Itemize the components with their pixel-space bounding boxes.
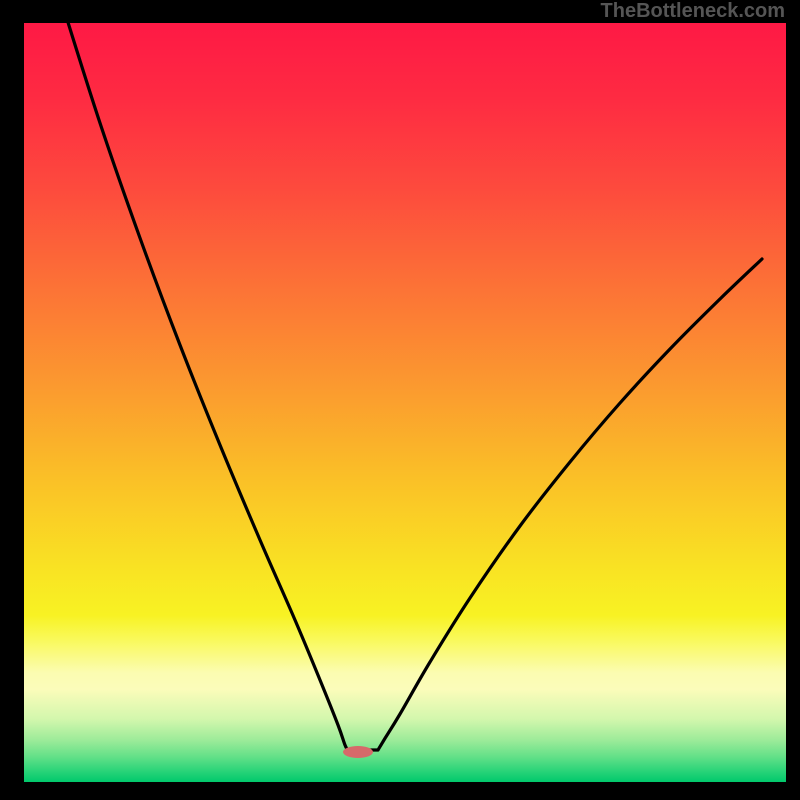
frame-right [786,0,800,800]
frame-bottom [0,782,800,800]
watermark-text: TheBottleneck.com [601,0,785,23]
chart-container: TheBottleneck.com [0,0,800,800]
frame-left [0,0,24,800]
optimum-marker [343,746,373,758]
curve-path [61,23,762,750]
bottleneck-curve [24,23,786,782]
plot-area [24,23,786,782]
